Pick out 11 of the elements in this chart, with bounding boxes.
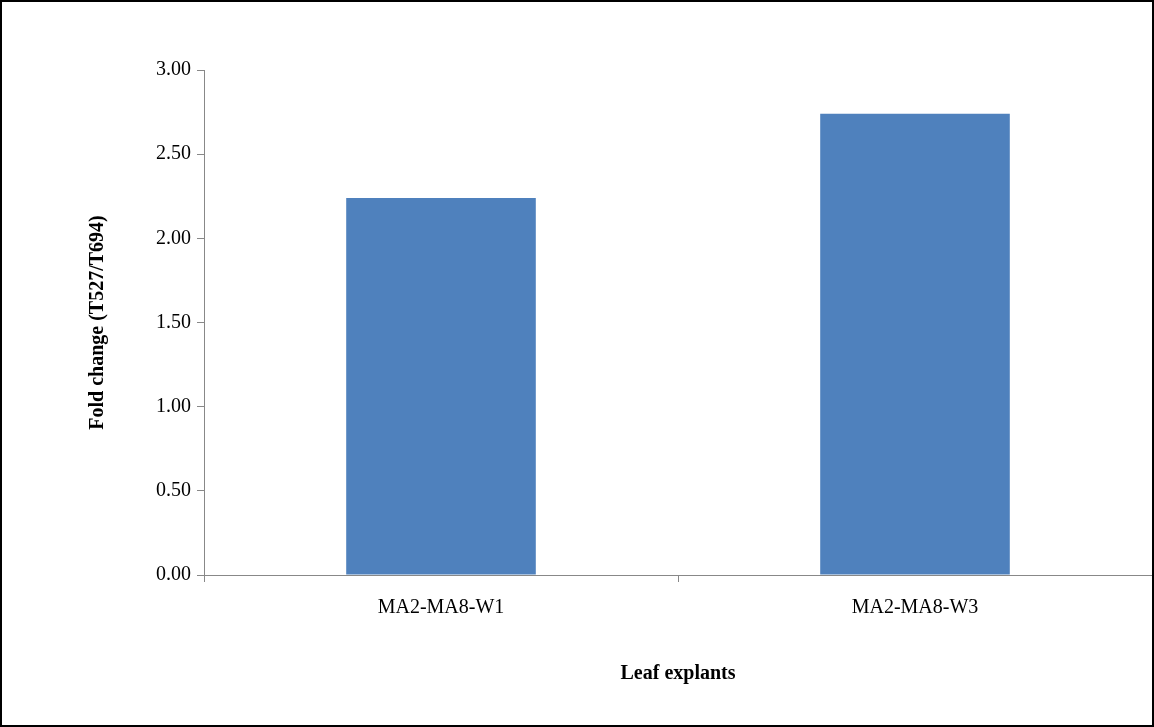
y-tick-label: 2.50 [156,141,191,164]
x-tick-label: MA2-MA8-W1 [377,595,505,618]
y-tick-label: 0.00 [156,562,191,585]
y-tick-label: 2.00 [156,225,191,248]
x-tick-label: MA2-MA8-W3 [851,595,979,618]
y-tick-label: 0.50 [156,478,191,501]
y-axis-title: Fold change (T527/T694) [85,215,109,430]
x-axis-title: Leaf explants [620,661,736,685]
y-tick-label: 1.00 [156,393,191,416]
y-tick-label: 3.00 [156,57,191,80]
y-tick-label: 1.50 [156,309,191,332]
